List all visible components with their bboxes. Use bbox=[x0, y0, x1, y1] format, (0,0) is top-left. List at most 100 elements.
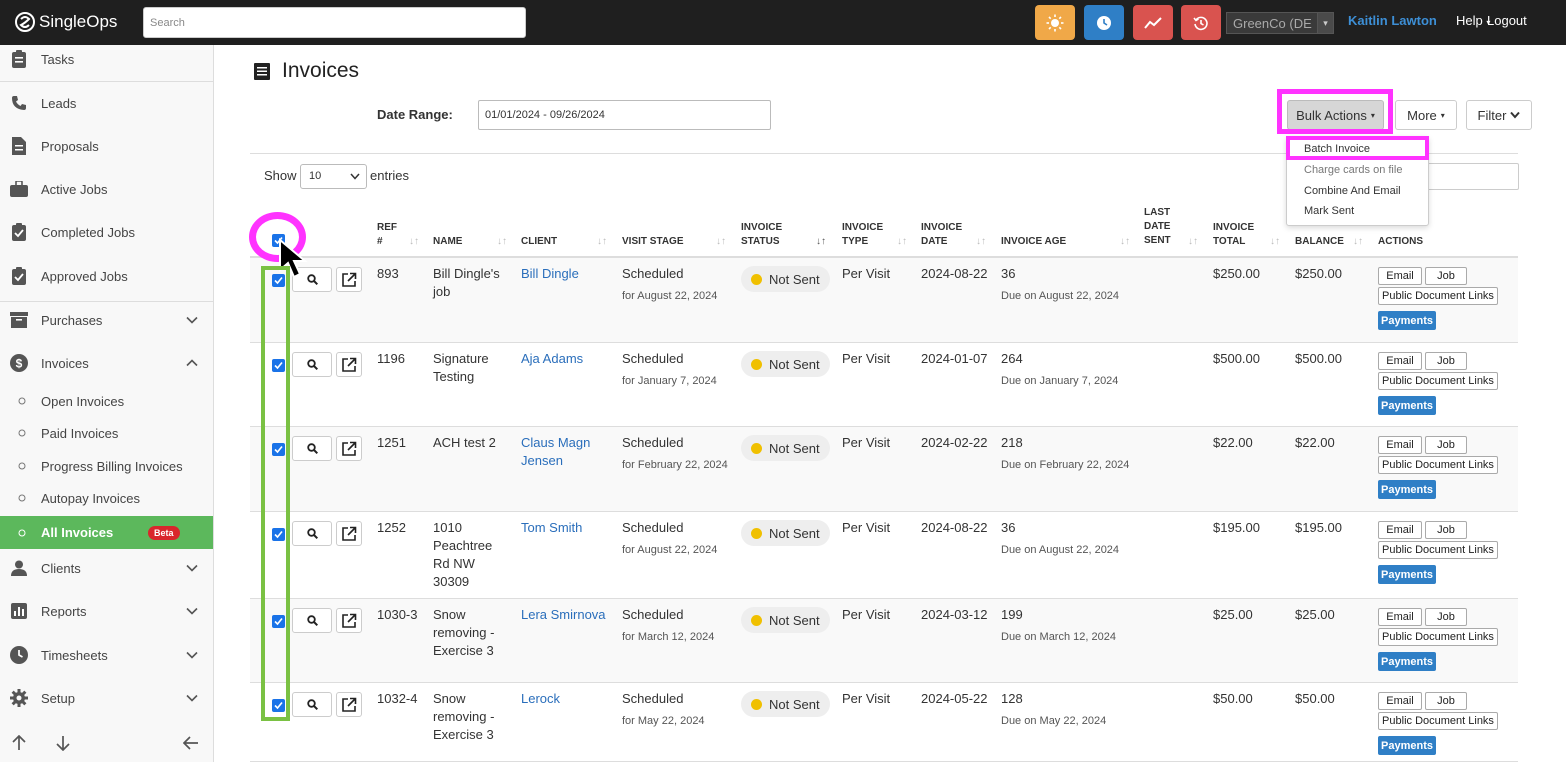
sidebar-item-setup[interactable]: Setup bbox=[0, 679, 213, 717]
public-document-links-button[interactable]: Public Document Links bbox=[1378, 541, 1498, 559]
sort-icon[interactable]: ↓↑ bbox=[897, 236, 907, 247]
payments-button[interactable]: Payments bbox=[1378, 396, 1436, 415]
page-size-select[interactable]: 10 bbox=[300, 164, 367, 189]
open-external-button[interactable] bbox=[336, 436, 362, 461]
col-balance[interactable]: BALANCE bbox=[1295, 236, 1344, 247]
public-document-links-button[interactable]: Public Document Links bbox=[1378, 712, 1498, 730]
payments-button[interactable]: Payments bbox=[1378, 565, 1436, 584]
sort-icon[interactable]: ↓↑ bbox=[1270, 236, 1280, 247]
sidebar-item-paid-invoices[interactable]: Paid Invoices bbox=[0, 414, 213, 452]
menu-item-batch-invoice[interactable]: Batch Invoice bbox=[1304, 143, 1371, 155]
preview-button[interactable] bbox=[292, 521, 332, 546]
email-button[interactable]: Email bbox=[1378, 521, 1422, 539]
activity-button[interactable] bbox=[1133, 5, 1173, 40]
job-button[interactable]: Job bbox=[1425, 521, 1467, 539]
col-invoice-status[interactable]: INVOICE STATUS bbox=[741, 222, 783, 247]
sort-icon[interactable]: ↓↑ bbox=[1188, 236, 1198, 247]
row-checkbox[interactable] bbox=[272, 443, 285, 456]
sort-icon[interactable]: ↓↑ bbox=[976, 236, 986, 247]
job-button[interactable]: Job bbox=[1425, 436, 1467, 454]
history-button[interactable] bbox=[1181, 5, 1221, 40]
open-external-button[interactable] bbox=[336, 267, 362, 292]
row-checkbox[interactable] bbox=[272, 699, 285, 712]
sidebar-item-active-jobs[interactable]: Active Jobs bbox=[0, 170, 213, 208]
sidebar-item-clients[interactable]: Clients bbox=[0, 549, 213, 587]
email-button[interactable]: Email bbox=[1378, 352, 1422, 370]
sidebar-item-reports[interactable]: Reports bbox=[0, 592, 213, 630]
sidebar-item-tasks[interactable]: Tasks bbox=[0, 40, 213, 82]
sidebar-item-open-invoices[interactable]: Open Invoices bbox=[0, 382, 213, 420]
row-checkbox[interactable] bbox=[272, 528, 285, 541]
sort-icon[interactable]: ↓↑ bbox=[1353, 236, 1363, 247]
sidebar-item-invoices[interactable]: $ Invoices bbox=[0, 344, 213, 382]
sidebar-item-timesheets[interactable]: Timesheets bbox=[0, 636, 213, 674]
filter-button[interactable]: Filter bbox=[1466, 100, 1532, 130]
open-external-button[interactable] bbox=[336, 352, 362, 377]
date-range-input[interactable]: 01/01/2024 - 09/26/2024 bbox=[478, 100, 771, 130]
row-checkbox[interactable] bbox=[272, 274, 285, 287]
client-link[interactable]: Tom Smith bbox=[521, 520, 583, 535]
sidebar-item-all-invoices[interactable]: All Invoices Beta bbox=[0, 516, 213, 549]
sidebar-item-autopay-invoices[interactable]: Autopay Invoices bbox=[0, 479, 213, 517]
open-external-button[interactable] bbox=[336, 692, 362, 717]
time-tracking-button[interactable] bbox=[1084, 5, 1124, 40]
col-invoice-age[interactable]: INVOICE AGE bbox=[1001, 236, 1067, 247]
email-button[interactable]: Email bbox=[1378, 436, 1422, 454]
client-link[interactable]: Bill Dingle bbox=[521, 266, 579, 281]
col-client[interactable]: CLIENT bbox=[521, 236, 558, 247]
sidebar-item-proposals[interactable]: Proposals bbox=[0, 127, 213, 165]
col-invoice-date[interactable]: INVOICE DATE bbox=[921, 222, 963, 247]
user-name-link[interactable]: Kaitlin Lawton bbox=[1348, 13, 1437, 28]
singleops-logo[interactable]: SingleOps bbox=[14, 9, 117, 35]
menu-item-mark-sent[interactable]: Mark Sent bbox=[1304, 205, 1355, 217]
sidebar-item-completed-jobs[interactable]: Completed Jobs bbox=[0, 213, 213, 251]
row-checkbox[interactable] bbox=[272, 359, 285, 372]
sidebar-item-purchases[interactable]: Purchases bbox=[0, 301, 213, 339]
sort-icon[interactable]: ↓↑ bbox=[1120, 236, 1130, 247]
payments-button[interactable]: Payments bbox=[1378, 480, 1436, 499]
sort-icon[interactable]: ↓↑ bbox=[497, 236, 507, 247]
sort-desc-icon[interactable]: ↓↑ bbox=[816, 236, 826, 247]
col-ref[interactable]: REF # bbox=[377, 222, 397, 247]
sort-icon[interactable]: ↓↑ bbox=[409, 236, 419, 247]
job-button[interactable]: Job bbox=[1425, 352, 1467, 370]
open-external-button[interactable] bbox=[336, 521, 362, 546]
preview-button[interactable] bbox=[292, 608, 332, 633]
job-button[interactable]: Job bbox=[1425, 692, 1467, 710]
col-visit-stage[interactable]: VISIT STAGE bbox=[622, 236, 684, 247]
table-search-input[interactable] bbox=[1420, 163, 1519, 190]
payments-button[interactable]: Payments bbox=[1378, 736, 1436, 755]
arrow-left-icon[interactable] bbox=[183, 736, 199, 750]
preview-button[interactable] bbox=[292, 352, 332, 377]
sidebar-item-approved-jobs[interactable]: Approved Jobs bbox=[0, 257, 213, 302]
weather-button[interactable] bbox=[1035, 5, 1075, 40]
logout-link[interactable]: Logout bbox=[1487, 13, 1527, 28]
job-button[interactable]: Job bbox=[1425, 608, 1467, 626]
sort-icon[interactable]: ↓↑ bbox=[597, 236, 607, 247]
preview-button[interactable] bbox=[292, 692, 332, 717]
public-document-links-button[interactable]: Public Document Links bbox=[1378, 628, 1498, 646]
search-input[interactable]: Search bbox=[143, 7, 526, 38]
public-document-links-button[interactable]: Public Document Links bbox=[1378, 372, 1498, 390]
client-link[interactable]: Aja Adams bbox=[521, 351, 584, 366]
payments-button[interactable]: Payments bbox=[1378, 652, 1436, 671]
preview-button[interactable] bbox=[292, 436, 332, 461]
more-button[interactable]: More ▾ bbox=[1395, 100, 1457, 130]
sidebar-item-leads[interactable]: Leads bbox=[0, 84, 213, 122]
sidebar-item-progress-billing-invoices[interactable]: Progress Billing Invoices bbox=[0, 447, 213, 485]
bulk-actions-button[interactable]: Bulk Actions ▾ bbox=[1287, 100, 1384, 130]
public-document-links-button[interactable]: Public Document Links bbox=[1378, 287, 1498, 305]
job-button[interactable]: Job bbox=[1425, 267, 1467, 285]
arrow-down-icon[interactable] bbox=[56, 735, 70, 751]
email-button[interactable]: Email bbox=[1378, 692, 1422, 710]
payments-button[interactable]: Payments bbox=[1378, 311, 1436, 330]
client-link[interactable]: Claus Magn Jensen bbox=[521, 435, 591, 468]
menu-item-charge-cards[interactable]: Charge cards on file bbox=[1304, 164, 1403, 176]
menu-item-combine-and-email[interactable]: Combine And Email bbox=[1304, 185, 1401, 197]
email-button[interactable]: Email bbox=[1378, 608, 1422, 626]
email-button[interactable]: Email bbox=[1378, 267, 1422, 285]
help-menu[interactable]: Help ▾ bbox=[1456, 13, 1490, 28]
sort-icon[interactable]: ↓↑ bbox=[716, 236, 726, 247]
open-external-button[interactable] bbox=[336, 608, 362, 633]
arrow-up-icon[interactable] bbox=[12, 735, 26, 751]
